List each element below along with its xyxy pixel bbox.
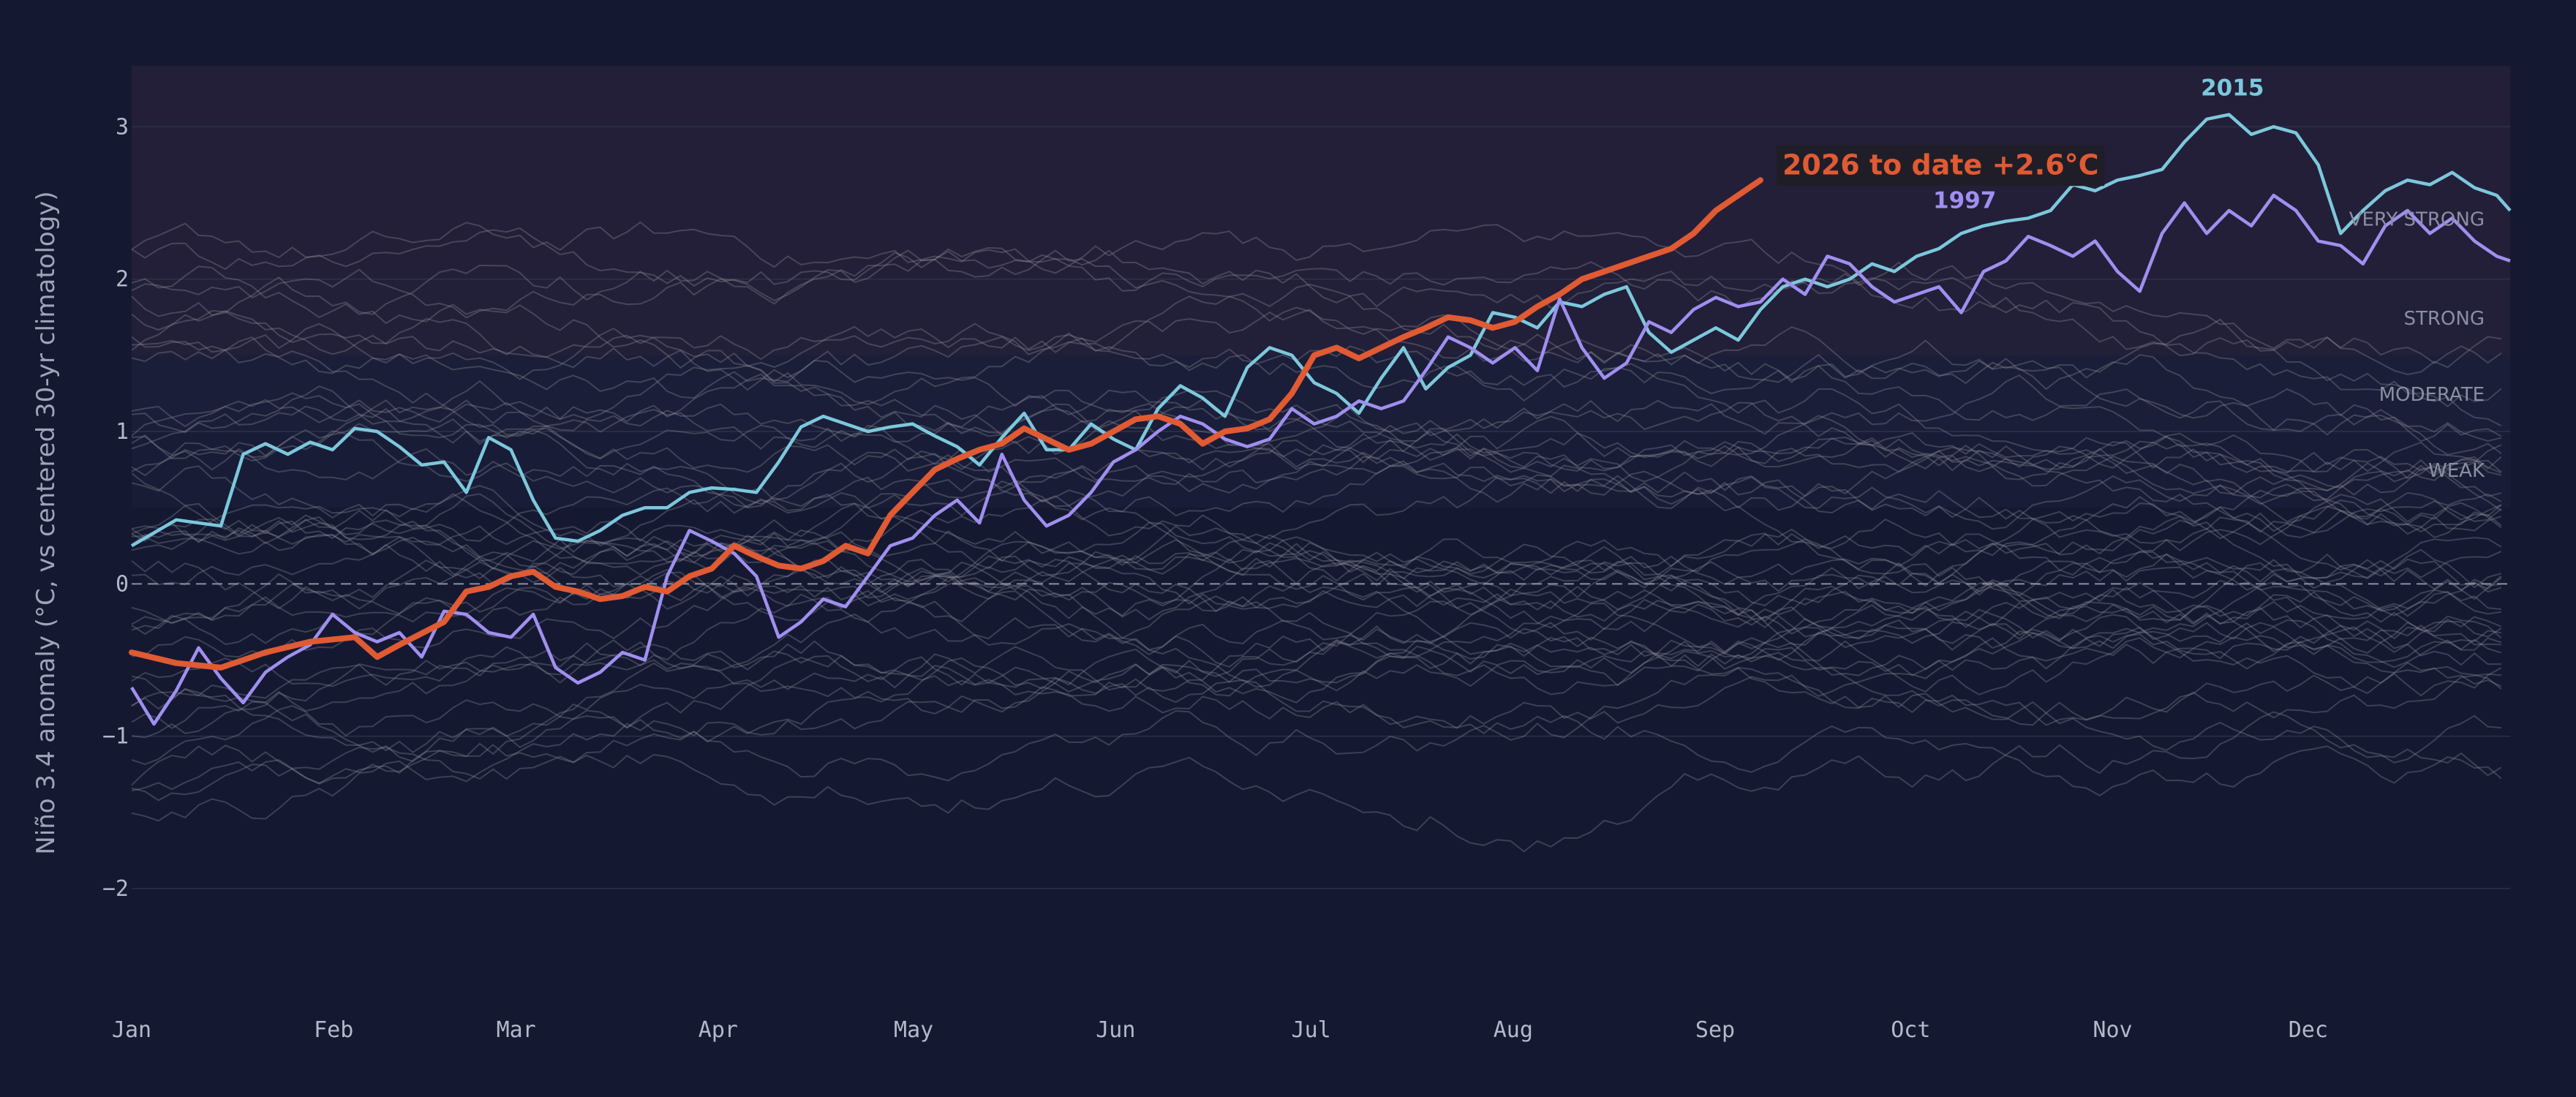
- background-year-line: [131, 494, 2502, 687]
- background-year-line: [131, 309, 2502, 640]
- highlight-years: [130, 113, 2512, 726]
- intensity-bands: [132, 66, 2510, 508]
- background-year-line: [131, 595, 2502, 777]
- background-year-line: [131, 515, 2502, 625]
- x-axis-ticks: Jan Feb Mar Apr May Jun Jul Aug Sep Oct Nov Dec: [112, 1017, 2328, 1043]
- background-year-line: [131, 456, 2502, 619]
- background-year-line: [131, 465, 2502, 797]
- background-year-line: [131, 295, 2502, 456]
- background-year-line: [131, 499, 2502, 690]
- y-tick-label: 1: [116, 419, 129, 445]
- y-axis-label: Niño 3.4 anomaly (°C, vs centered 30-yr …: [31, 191, 61, 854]
- background-year-line: [131, 500, 2502, 802]
- background-year-line: [131, 265, 2502, 492]
- background-year-line: [131, 339, 2502, 473]
- background-year-line: [131, 325, 2502, 527]
- background-year-line: [131, 399, 2502, 525]
- series-line-2026: [129, 177, 1763, 671]
- band-label: STRONG: [2403, 308, 2485, 330]
- background-year-line: [131, 430, 2502, 575]
- background-year-line: [131, 502, 2501, 635]
- background-year-line: [131, 466, 2502, 625]
- band-label: VERY STRONG: [2349, 208, 2485, 230]
- background-year-line: [131, 581, 2501, 666]
- background-year-line: [131, 625, 2501, 726]
- x-tick-label: Jan: [112, 1017, 151, 1043]
- background-year-line: [131, 227, 2502, 442]
- series-line-1997: [130, 193, 2511, 726]
- background-year-line: [131, 542, 2501, 649]
- series-line-2015: [130, 113, 2512, 548]
- background-year-line: [131, 711, 2501, 853]
- background-year-line: [131, 221, 2501, 376]
- y-tick-label: 2: [116, 267, 129, 293]
- background-year-line: [131, 528, 2502, 697]
- background-year-line: [131, 484, 2502, 695]
- background-year-line: [131, 415, 2502, 546]
- background-year-line: [131, 373, 2502, 480]
- y-tick-label: 3: [116, 114, 129, 140]
- band-weak: [132, 431, 2510, 508]
- plot-background: [132, 66, 2510, 980]
- background-year-line: [131, 465, 2502, 631]
- background-year-line: [131, 364, 2502, 533]
- x-tick-label: Mar: [497, 1017, 536, 1043]
- background-year-line: [131, 309, 2502, 427]
- y-tick-label: −2: [102, 876, 129, 902]
- background-year-line: [131, 519, 2502, 822]
- y-tick-label: −1: [102, 724, 129, 750]
- background-year-line: [131, 630, 2501, 766]
- band-label: MODERATE: [2379, 384, 2485, 406]
- current-year-label: 2026 to date +2.6°C: [1782, 148, 2099, 181]
- x-tick-label: Oct: [1891, 1017, 1930, 1043]
- background-year-line: [131, 619, 2502, 753]
- series-label-2015: 2015: [2201, 75, 2264, 101]
- current-label-background: [1776, 145, 2105, 186]
- x-tick-label: Jun: [1096, 1017, 1135, 1043]
- current-year: [129, 177, 1763, 671]
- x-tick-label: Apr: [698, 1017, 738, 1043]
- background-year-line: [131, 447, 2502, 530]
- y-tick-label: 0: [116, 571, 129, 597]
- background-year-line: [131, 667, 2502, 786]
- x-tick-label: Nov: [2093, 1017, 2132, 1043]
- series-label-1997: 1997: [1933, 188, 1996, 214]
- background-year-line: [131, 621, 2501, 763]
- x-tick-label: Feb: [314, 1017, 353, 1043]
- band-very-strong: [132, 66, 2510, 279]
- x-tick-label: Dec: [2289, 1017, 2328, 1043]
- band-label: WEAK: [2428, 460, 2485, 482]
- x-tick-label: Jul: [1292, 1017, 1331, 1043]
- band-moderate: [132, 355, 2510, 431]
- background-year-line: [131, 385, 2502, 474]
- band-strong: [132, 279, 2510, 355]
- background-year-line: [131, 403, 2502, 544]
- gridlines: [132, 126, 2510, 889]
- background-year-line: [131, 249, 2502, 364]
- x-tick-label: May: [894, 1017, 933, 1043]
- background-year-line: [131, 224, 2502, 407]
- chart-labels: 2015 1997 2026 to date +2.6°C WEAK MODERATE S…: [1776, 75, 2485, 482]
- background-year-line: [131, 493, 2502, 633]
- background-year-line: [131, 405, 2502, 508]
- background-year-line: [131, 602, 2502, 739]
- x-tick-label: Sep: [1695, 1017, 1735, 1043]
- y-axis-ticks: 3 2 1 0 −1 −2: [102, 114, 129, 902]
- x-tick-label: Aug: [1494, 1017, 1533, 1043]
- background-year-line: [131, 553, 2502, 646]
